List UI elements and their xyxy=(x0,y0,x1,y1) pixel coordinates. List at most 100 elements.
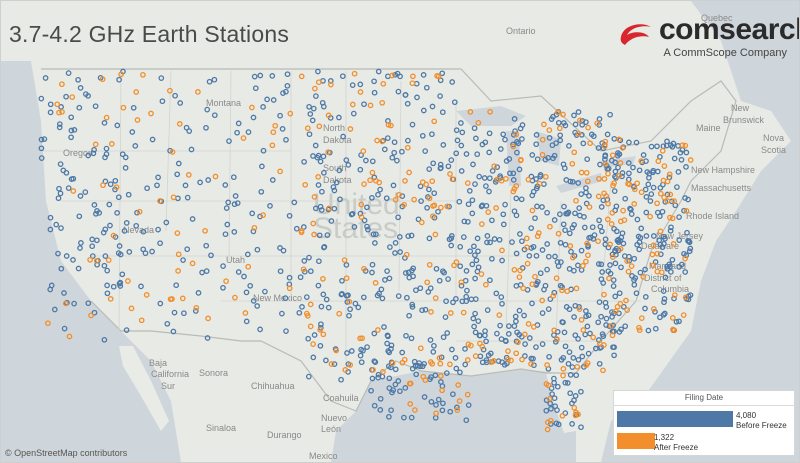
station-before-freeze[interactable] xyxy=(371,358,378,365)
station-before-freeze[interactable] xyxy=(597,161,603,168)
station-after-freeze[interactable] xyxy=(616,173,622,179)
station-after-freeze[interactable] xyxy=(304,125,311,132)
station-before-freeze[interactable] xyxy=(405,269,412,276)
station-before-freeze[interactable] xyxy=(631,255,638,262)
station-before-freeze[interactable] xyxy=(511,208,518,215)
station-before-freeze[interactable] xyxy=(310,105,317,112)
station-before-freeze[interactable] xyxy=(70,257,76,263)
station-after-freeze[interactable] xyxy=(140,71,146,78)
station-after-freeze[interactable] xyxy=(370,367,376,373)
station-after-freeze[interactable] xyxy=(601,190,607,197)
station-before-freeze[interactable] xyxy=(494,164,501,170)
station-before-freeze[interactable] xyxy=(424,204,430,211)
station-before-freeze[interactable] xyxy=(352,300,359,307)
station-before-freeze[interactable] xyxy=(405,233,412,239)
station-after-freeze[interactable] xyxy=(304,312,311,319)
station-before-freeze[interactable] xyxy=(648,143,655,150)
station-before-freeze[interactable] xyxy=(417,285,424,292)
station-before-freeze[interactable] xyxy=(656,213,663,220)
station-before-freeze[interactable] xyxy=(395,293,402,299)
station-before-freeze[interactable] xyxy=(569,421,575,427)
station-before-freeze[interactable] xyxy=(392,240,399,246)
station-after-freeze[interactable] xyxy=(422,377,429,383)
station-before-freeze[interactable] xyxy=(533,252,540,259)
station-before-freeze[interactable] xyxy=(348,348,355,354)
station-before-freeze[interactable] xyxy=(344,350,350,356)
station-before-freeze[interactable] xyxy=(642,266,648,273)
station-before-freeze[interactable] xyxy=(671,155,678,162)
station-before-freeze[interactable] xyxy=(631,277,637,283)
station-before-freeze[interactable] xyxy=(437,93,443,99)
station-before-freeze[interactable] xyxy=(480,346,487,353)
station-after-freeze[interactable] xyxy=(626,181,633,188)
station-before-freeze[interactable] xyxy=(368,387,374,394)
station-after-freeze[interactable] xyxy=(559,287,565,294)
station-before-freeze[interactable] xyxy=(529,300,535,307)
station-after-freeze[interactable] xyxy=(595,238,601,245)
station-before-freeze[interactable] xyxy=(560,319,566,326)
station-after-freeze[interactable] xyxy=(516,274,523,280)
station-after-freeze[interactable] xyxy=(571,404,578,411)
station-before-freeze[interactable] xyxy=(316,232,323,239)
station-after-freeze[interactable] xyxy=(539,151,546,158)
station-before-freeze[interactable] xyxy=(387,244,393,250)
station-before-freeze[interactable] xyxy=(426,166,433,172)
station-before-freeze[interactable] xyxy=(602,236,609,243)
station-before-freeze[interactable] xyxy=(545,253,552,260)
station-before-freeze[interactable] xyxy=(436,277,443,284)
station-before-freeze[interactable] xyxy=(313,93,319,99)
station-before-freeze[interactable] xyxy=(250,114,257,121)
station-before-freeze[interactable] xyxy=(102,178,109,185)
station-after-freeze[interactable] xyxy=(460,309,467,316)
station-before-freeze[interactable] xyxy=(620,303,627,310)
station-after-freeze[interactable] xyxy=(185,172,192,178)
station-after-freeze[interactable] xyxy=(277,168,283,175)
station-after-freeze[interactable] xyxy=(424,279,431,286)
station-before-freeze[interactable] xyxy=(343,157,350,163)
station-after-freeze[interactable] xyxy=(534,233,541,240)
station-before-freeze[interactable] xyxy=(566,143,572,149)
station-before-freeze[interactable] xyxy=(101,120,108,126)
station-after-freeze[interactable] xyxy=(396,191,402,198)
station-before-freeze[interactable] xyxy=(507,170,513,177)
station-after-freeze[interactable] xyxy=(455,382,462,388)
station-before-freeze[interactable] xyxy=(443,370,450,376)
station-after-freeze[interactable] xyxy=(621,217,628,223)
station-before-freeze[interactable] xyxy=(358,359,365,366)
station-after-freeze[interactable] xyxy=(580,262,586,269)
station-before-freeze[interactable] xyxy=(604,131,611,138)
station-before-freeze[interactable] xyxy=(626,170,632,177)
station-before-freeze[interactable] xyxy=(235,269,242,275)
station-before-freeze[interactable] xyxy=(445,276,451,282)
station-after-freeze[interactable] xyxy=(138,317,145,324)
station-before-freeze[interactable] xyxy=(457,369,463,376)
station-after-freeze[interactable] xyxy=(287,110,294,117)
station-after-freeze[interactable] xyxy=(361,265,367,272)
station-before-freeze[interactable] xyxy=(384,135,391,141)
station-before-freeze[interactable] xyxy=(668,224,674,231)
station-before-freeze[interactable] xyxy=(650,184,657,191)
station-after-freeze[interactable] xyxy=(249,104,255,111)
station-before-freeze[interactable] xyxy=(447,408,454,415)
station-before-freeze[interactable] xyxy=(578,247,585,254)
station-before-freeze[interactable] xyxy=(406,274,413,281)
station-after-freeze[interactable] xyxy=(546,127,553,133)
station-before-freeze[interactable] xyxy=(607,111,613,118)
station-before-freeze[interactable] xyxy=(58,225,64,231)
station-before-freeze[interactable] xyxy=(449,346,455,353)
station-before-freeze[interactable] xyxy=(188,146,195,153)
station-after-freeze[interactable] xyxy=(585,252,591,259)
station-before-freeze[interactable] xyxy=(472,329,479,336)
station-before-freeze[interactable] xyxy=(360,347,366,354)
station-before-freeze[interactable] xyxy=(390,182,397,189)
station-before-freeze[interactable] xyxy=(339,277,345,284)
station-before-freeze[interactable] xyxy=(277,112,283,119)
station-after-freeze[interactable] xyxy=(658,269,665,276)
station-before-freeze[interactable] xyxy=(460,234,467,240)
station-after-freeze[interactable] xyxy=(682,142,689,149)
station-before-freeze[interactable] xyxy=(638,225,645,232)
station-before-freeze[interactable] xyxy=(75,265,82,272)
station-before-freeze[interactable] xyxy=(499,300,505,307)
station-before-freeze[interactable] xyxy=(666,261,673,268)
